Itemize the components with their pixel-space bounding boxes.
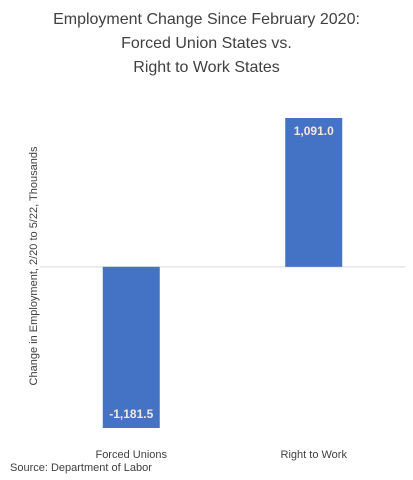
category-label-right-to-work: Right to Work — [281, 449, 348, 461]
y-axis-label: Change in Employment, 2/20 to 5/22, Thou… — [28, 146, 40, 385]
source-note: Source: Department of Labor — [10, 462, 152, 474]
chart-title-line-3: Right to Work States — [133, 59, 280, 76]
chart-title-line-2: Forced Union States vs. — [121, 35, 292, 52]
data-label-forced-unions: -1,181.5 — [109, 407, 153, 421]
bar-forced-unions — [102, 266, 160, 428]
data-label-right-to-work: 1,091.0 — [294, 124, 334, 138]
bar-right-to-work — [285, 118, 343, 267]
chart-title-line-1: Employment Change Since February 2020: — [53, 11, 360, 28]
category-label-forced-unions: Forced Unions — [95, 449, 167, 461]
chart-title: Employment Change Since February 2020: F… — [0, 8, 413, 80]
